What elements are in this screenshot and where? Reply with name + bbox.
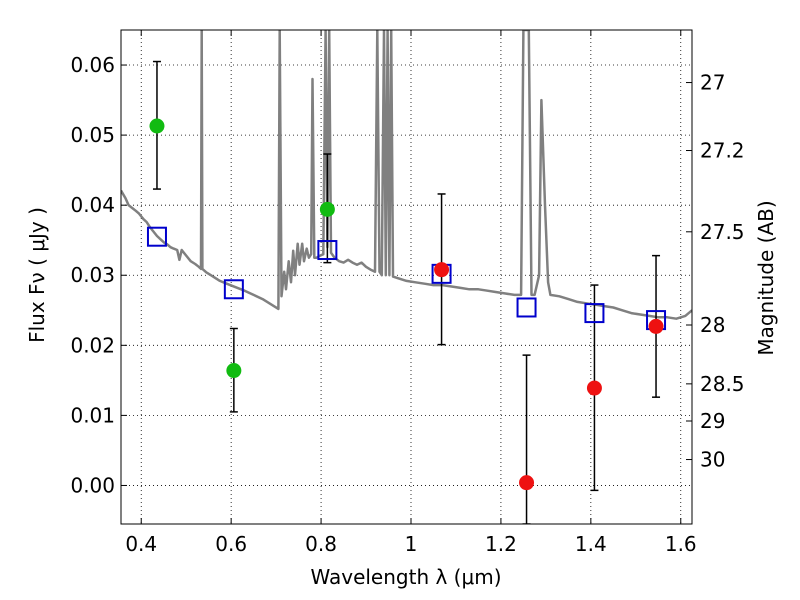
y2-axis-title-text: Magnitude (AB) [754,200,778,355]
y-tick-label: 0.00 [70,473,115,497]
green-data-point [149,118,165,134]
model-square-point [146,226,167,247]
y2-tick-label: 27.5 [700,220,745,244]
y-tick-label: 0.03 [70,263,115,287]
x-tick-label: 1.6 [665,532,697,556]
y2-tick-label: 29 [700,409,725,433]
y-tick-label: 0.02 [70,333,115,357]
model-square-point [317,240,338,261]
y2-tick-label: 30 [700,448,725,472]
x-tick-label: 0.4 [125,532,157,556]
model-square-point [584,303,605,324]
model-square-point [223,279,244,300]
x-axis-title: Wavelength λ (μm) [310,565,501,589]
y-tick-label: 0.05 [70,123,115,147]
red-data-point [648,318,664,334]
x-axis-title-text: Wavelength λ (μm) [310,565,501,589]
green-data-point [226,363,242,379]
green-data-point [319,201,335,217]
spectrum-line [121,30,692,320]
y-tick-label: 0.06 [70,53,115,77]
x-tick-label: 1 [405,532,418,556]
y2-tick-label: 28.5 [700,372,745,396]
red-data-point [434,262,450,278]
y2-tick-label: 28 [700,313,725,337]
x-tick-label: 0.8 [305,532,337,556]
plot-frame [120,29,693,525]
red-data-point [586,380,602,396]
x-tick-label: 1.4 [575,532,607,556]
y-tick-label: 0.01 [70,403,115,427]
red-data-point [519,475,535,491]
spectrum-layer [121,30,692,320]
marks-layer [146,60,667,524]
y-axis-title-text: Flux Fν ( μJy ) [25,207,49,343]
x-tick-label: 0.6 [215,532,247,556]
y2-tick-label: 27 [700,71,725,95]
x-tick-label: 1.2 [485,532,517,556]
y2-tick-label: 27.2 [700,139,745,163]
model-square-point [516,297,537,318]
y-tick-label: 0.04 [70,193,115,217]
ticks-layer: 0.4 0.6 0.8 1 1.2 1.4 1.6 0.00 0.01 0.02 0.03 0.04 0… [70,30,745,556]
y-axis-title: Flux Fν ( μJy ) [25,207,49,343]
y2-axis-title: Magnitude (AB) [754,200,778,355]
